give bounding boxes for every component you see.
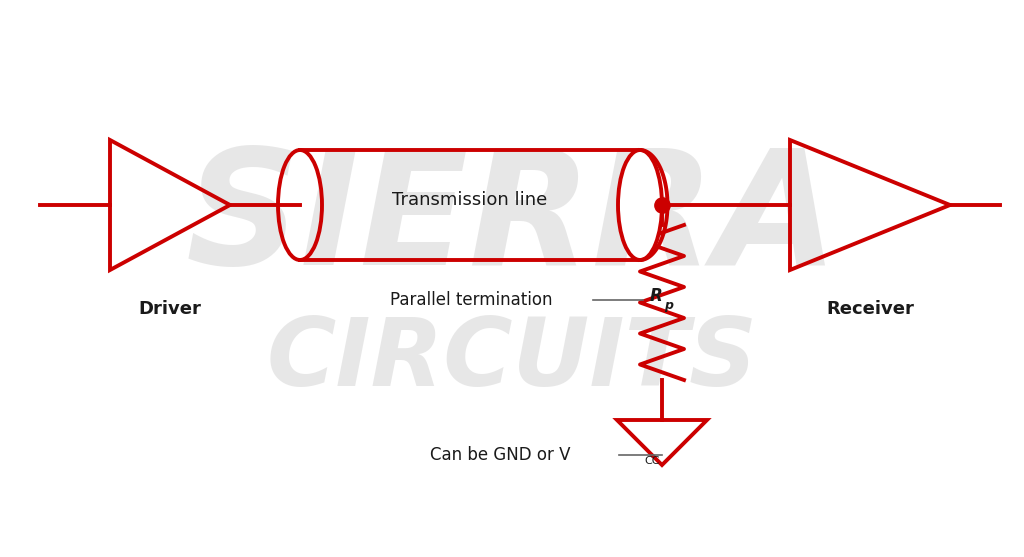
Text: Receiver: Receiver <box>826 300 914 318</box>
Text: p: p <box>664 299 673 311</box>
Text: Transmission line: Transmission line <box>392 191 548 209</box>
Text: Parallel termination: Parallel termination <box>390 291 553 309</box>
Text: R: R <box>650 287 663 305</box>
Ellipse shape <box>618 150 662 260</box>
Text: Driver: Driver <box>138 300 202 318</box>
Text: Can be GND or V: Can be GND or V <box>430 446 570 464</box>
Text: CC: CC <box>644 456 659 466</box>
Text: SIERRA: SIERRA <box>185 143 839 297</box>
Text: CIRCUITS: CIRCUITS <box>266 314 758 406</box>
